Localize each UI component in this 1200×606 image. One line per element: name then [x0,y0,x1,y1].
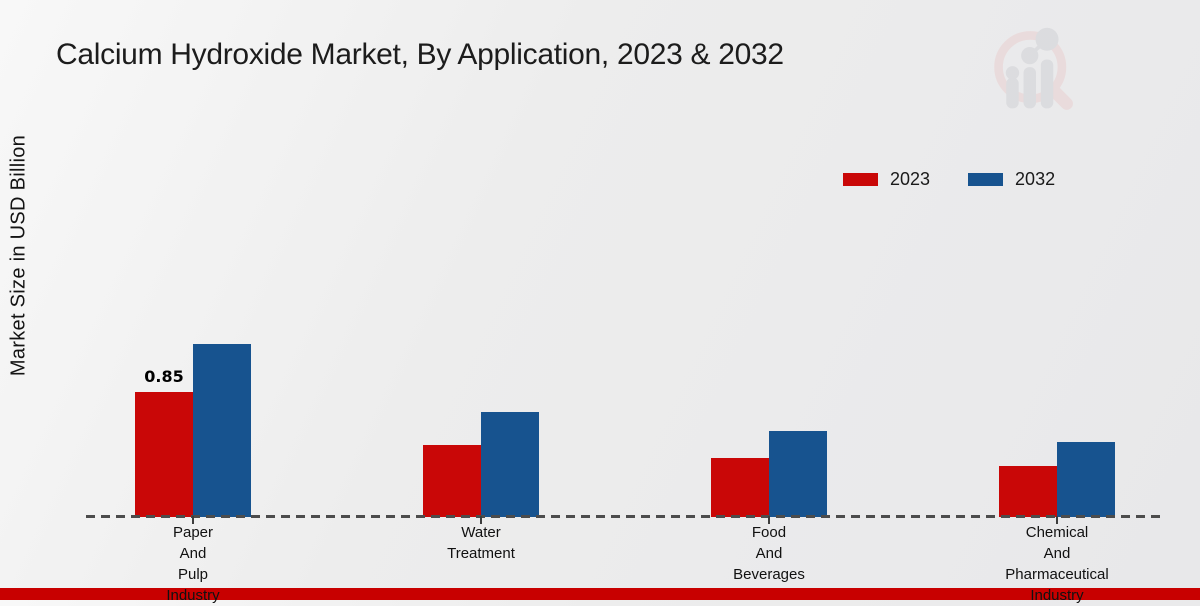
x-axis-tick [1056,516,1058,524]
category-label: Food And Beverages [733,524,805,583]
x-axis-line [86,515,1163,518]
bar-2032-food-and-beverages [769,431,827,517]
bar-2023-food-and-beverages [711,458,769,517]
legend-item-2032: 2032 [968,169,1055,190]
category-label: Paper And Pulp Industry [166,524,220,604]
bar-2032-paper-and-pulp-industry [193,344,251,517]
legend: 2023 2032 [843,169,1055,190]
category-label: Chemical And Pharmaceutical Industry [1005,524,1109,604]
bar-2032-chemical-and-pharmaceutical-industry [1057,442,1115,517]
legend-label-2032: 2032 [1015,169,1056,189]
legend-item-2023: 2023 [843,169,930,190]
bar-data-label: 0.85 [144,367,184,386]
x-axis-tick [768,516,770,524]
legend-swatch-2032 [968,173,1004,186]
x-axis-tick [192,516,194,524]
x-axis-tick [480,516,482,524]
bar-2023-paper-and-pulp-industry [135,392,193,517]
footer-red-strip [0,588,1200,600]
legend-label-2023: 2023 [890,169,931,189]
bar-2032-water-treatment [481,412,539,517]
bar-2023-water-treatment [423,445,481,517]
legend-swatch-2023 [843,173,878,186]
bar-2023-chemical-and-pharmaceutical-industry [999,466,1057,517]
market-research-future-logo-icon [994,27,1073,110]
chart-title: Calcium Hydroxide Market, By Application… [56,38,784,71]
category-label: Water Treatment [447,524,515,562]
